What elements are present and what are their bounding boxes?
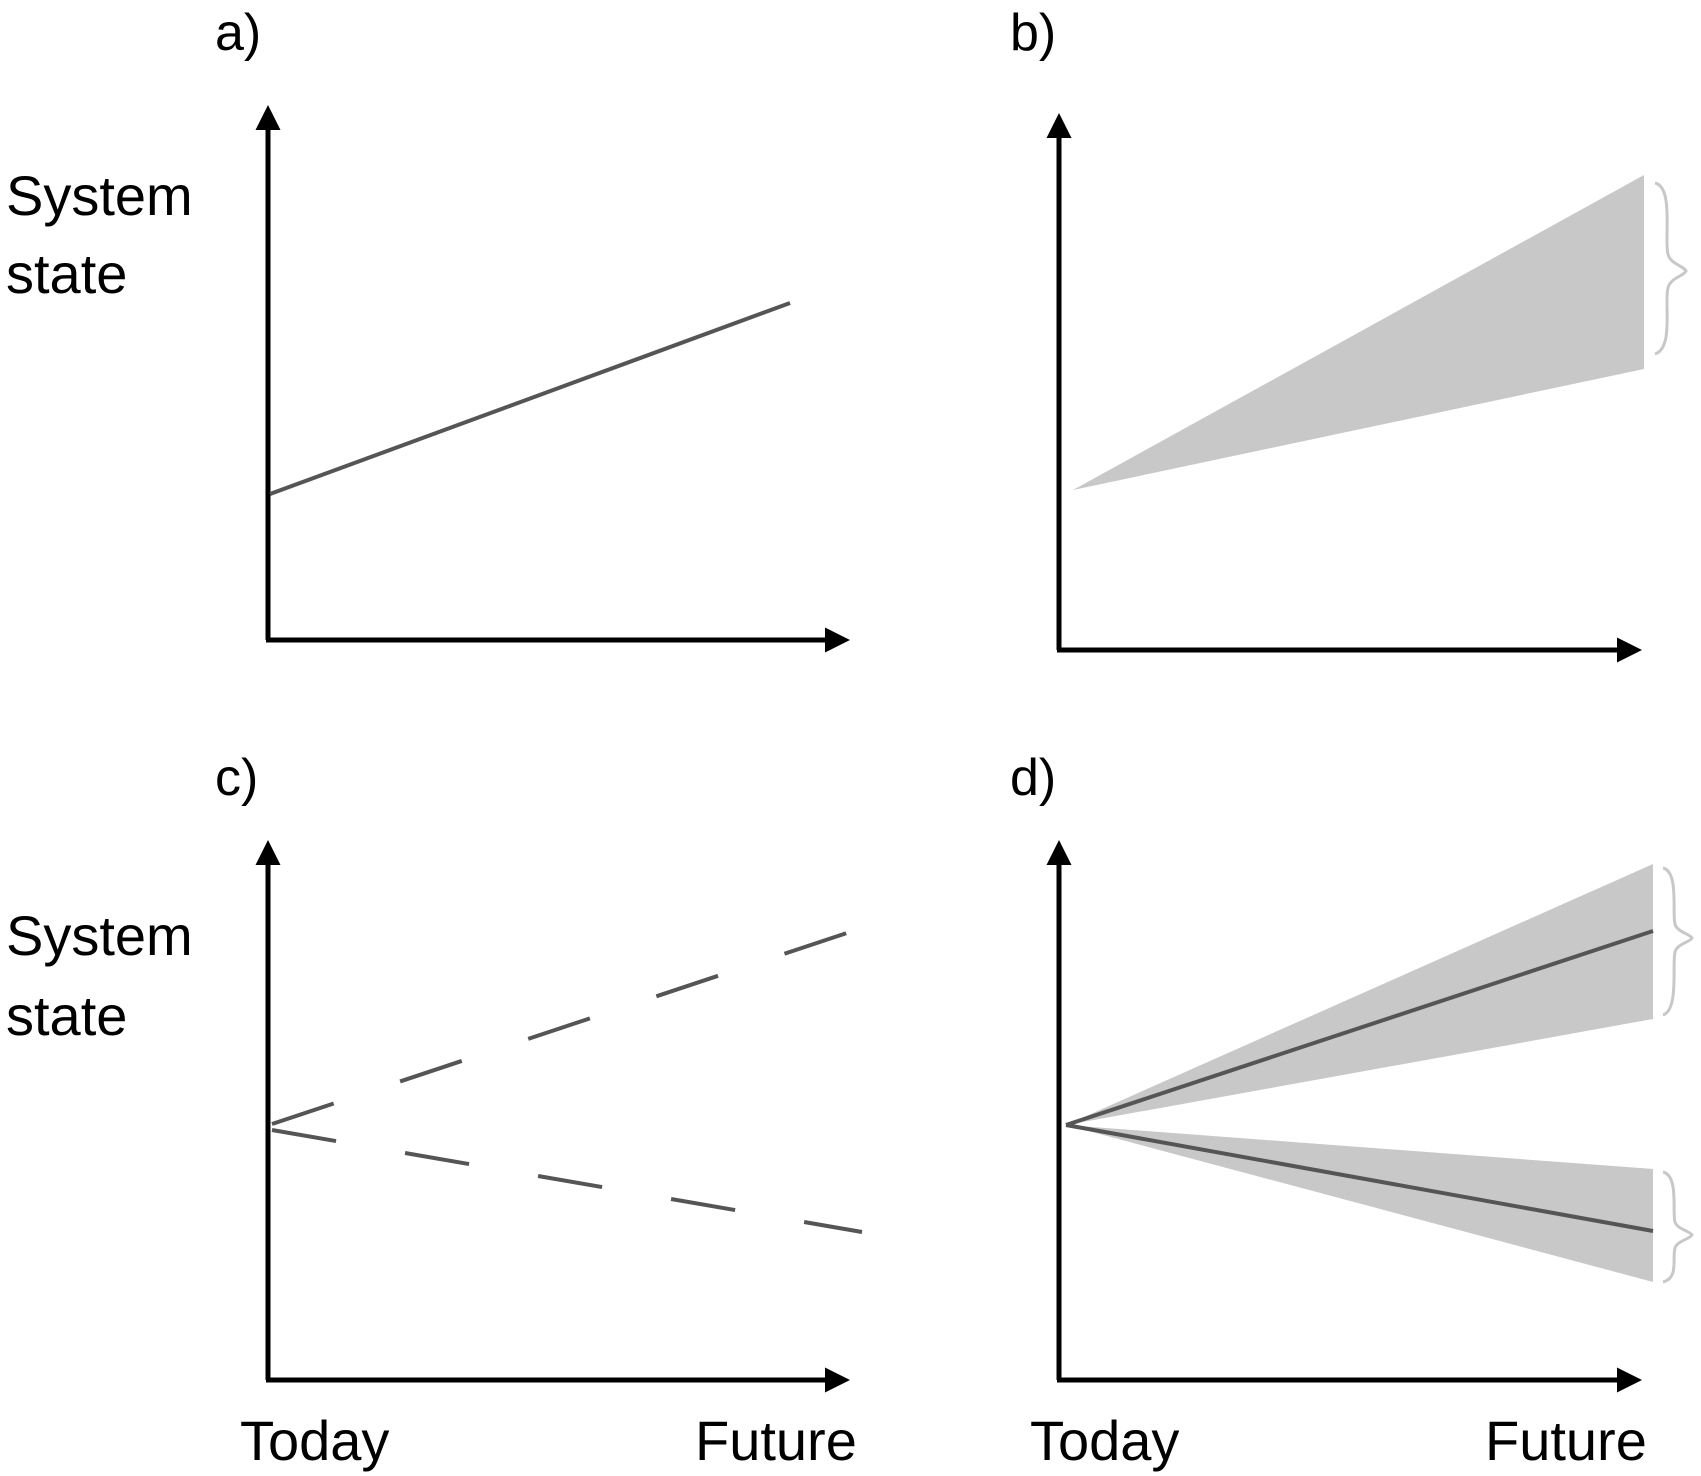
panel-a: a) System state [6,4,850,653]
panel-d-x-label-future: Future [1485,1409,1647,1472]
panel-b-uncertainty-band [1073,175,1644,490]
panel-c-lower-scenario-line [271,1128,863,1234]
panel-b-brace [1654,181,1688,356]
panel-b: b) [1010,4,1688,663]
panel-d-lower-trend-line [1065,1123,1654,1233]
panel-d-upper-brace [1662,866,1694,1017]
panel-c-upper-scenario-line [271,926,863,1126]
panel-d-label: d) [1010,749,1056,807]
panel-d-upper-uncertainty-band [1066,864,1653,1125]
panel-c-x-label-future: Future [695,1409,857,1472]
panel-c-x-label-today: Today [240,1409,389,1472]
panel-d-lower-brace [1662,1170,1694,1284]
panel-c-label: c) [215,749,258,807]
panel-d-upper-trend-line [1065,929,1654,1127]
panel-b-label: b) [1010,4,1056,62]
panel-a-label: a) [215,4,261,62]
panel-a-y-label-line2: state [6,242,127,305]
panel-d-lower-uncertainty-band [1066,1125,1653,1282]
panel-d: d) Today Future [1010,749,1694,1472]
panel-d-x-label-today: Today [1030,1409,1179,1472]
panel-a-trend-line [269,301,791,496]
panel-c-y-label-line1: System [6,904,193,967]
panel-a-y-label-line1: System [6,164,193,227]
panel-c: c) System state Today Future [6,749,863,1472]
panel-c-y-label-line2: state [6,984,127,1047]
